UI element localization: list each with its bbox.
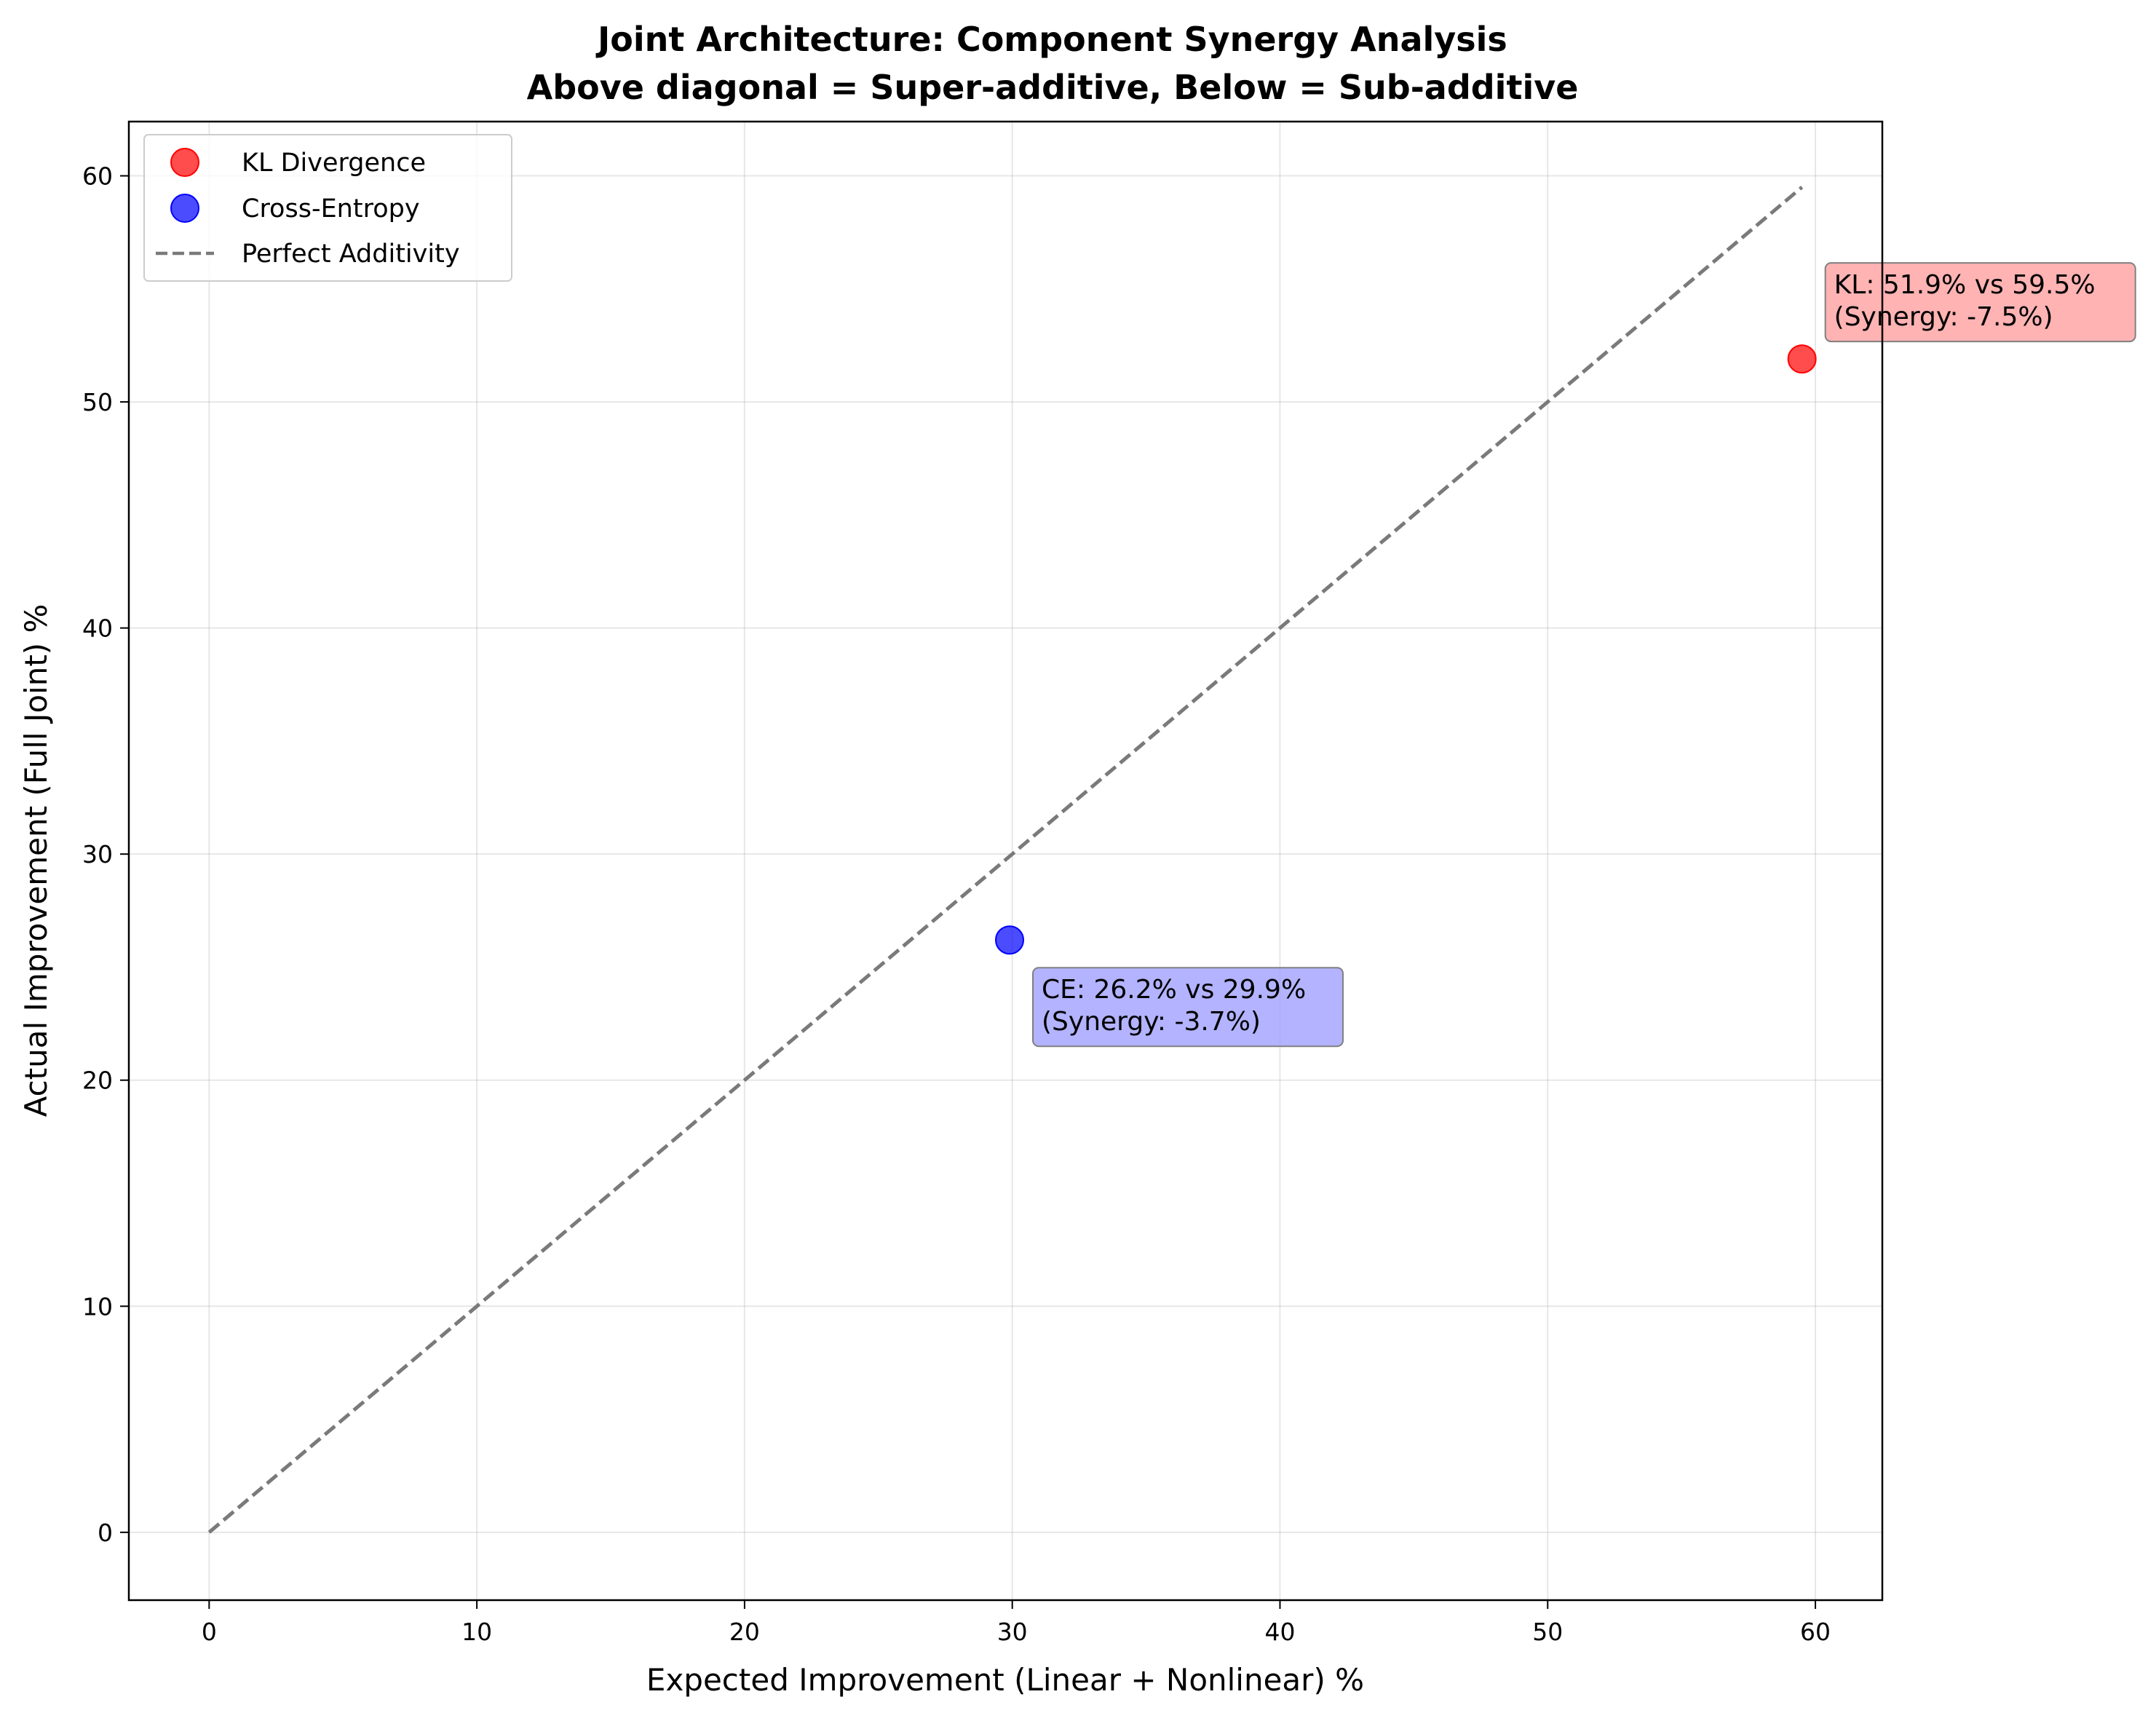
- annotation-text-ce: CE: 26.2% vs 29.9%: [1042, 975, 1306, 1005]
- annotation-text-kl: KL: 51.9% vs 59.5%: [1834, 270, 2096, 300]
- points-layer: [995, 344, 1817, 955]
- annotation-box-ce: [1032, 967, 1344, 1048]
- legend-label-kl: KL Divergence: [242, 149, 426, 178]
- grid: [129, 122, 1882, 1600]
- y-tick-label: 30: [82, 840, 113, 869]
- y-tick-label: 0: [98, 1519, 113, 1547]
- legend-box: [143, 134, 512, 282]
- y-tick-label: 40: [82, 614, 113, 643]
- y-tick-label: 50: [82, 388, 113, 416]
- x-tick-label: 50: [1532, 1618, 1563, 1646]
- legend-marker-kl: [170, 148, 199, 177]
- x-tick-label: 0: [202, 1618, 217, 1646]
- x-axis-label: Expected Improvement (Linear + Nonlinear…: [646, 1662, 1364, 1698]
- y-tick-label: 20: [82, 1067, 113, 1095]
- perfect-additivity-line: [207, 186, 1804, 1534]
- legend-label-ce: Cross-Entropy: [242, 194, 420, 223]
- legend-marker-ce: [170, 194, 199, 223]
- legend-label-perfect-additivity: Perfect Additivity: [242, 240, 460, 269]
- y-tick-label: 60: [82, 162, 113, 191]
- legend: KL Divergence Cross-Entropy Perfect Addi…: [143, 134, 512, 282]
- reference-line-layer: [207, 186, 1804, 1534]
- x-tick-label: 40: [1264, 1618, 1295, 1646]
- x-tick-label: 30: [997, 1618, 1028, 1646]
- x-tick-label: 20: [729, 1618, 760, 1646]
- y-axis-label: Actual Improvement (Full Joint) %: [18, 604, 54, 1117]
- annotation-text-ce: (Synergy: -3.7%): [1042, 1007, 1261, 1037]
- axis-ticks: 0 10 20 30 40 50 60 0 10 20 30 40 50 60: [82, 162, 1831, 1646]
- annotations-layer: KL: 51.9% vs 59.5%(Synergy: -7.5%) CE: 26…: [1032, 262, 2136, 1048]
- data-point-kl: [1787, 344, 1817, 374]
- annotation-text-kl: (Synergy: -7.5%): [1834, 302, 2053, 332]
- chart-title-line-1: Joint Architecture: Component Synergy An…: [595, 20, 1507, 59]
- x-tick-label: 60: [1800, 1618, 1831, 1646]
- annotation-box-kl: [1824, 262, 2136, 343]
- x-tick-label: 10: [461, 1618, 492, 1646]
- chart-title-line-2: Above diagonal = Super-additive, Below =…: [527, 68, 1579, 107]
- y-tick-label: 10: [82, 1292, 113, 1321]
- plot-area-frame: [127, 120, 1884, 1602]
- data-point-ce: [995, 925, 1025, 955]
